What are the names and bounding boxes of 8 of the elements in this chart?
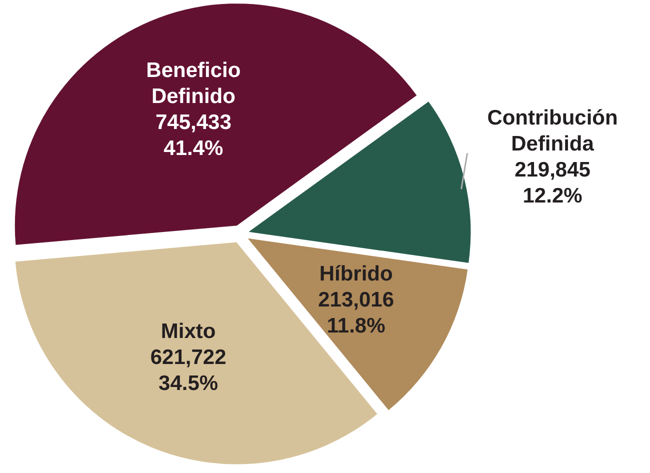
slice-label: Híbrido [319,262,393,285]
slice-label: Beneficio Definido [146,58,241,108]
slice-label: Mixto [160,319,216,342]
data-label: 745,433 41.4% [155,110,232,160]
data-label: 621,722 34.5% [150,345,226,394]
data-label: 219,845 12.2% [514,158,591,207]
slice-label: Contribución Definida [487,106,618,155]
data-label: 213,016 11.8% [318,288,394,337]
